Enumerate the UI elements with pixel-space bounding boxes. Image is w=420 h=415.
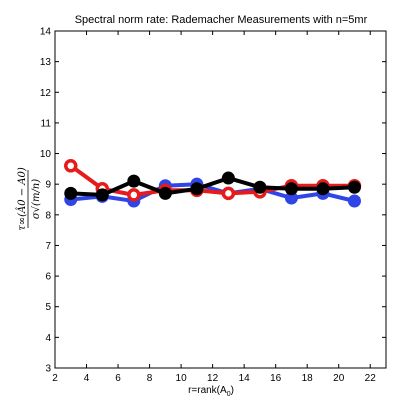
data-point [190,182,204,196]
y-tick-label: 8 [45,210,51,221]
x-tick-label: 6 [115,373,121,384]
y-tick-label: 12 [40,88,52,99]
data-point [158,186,172,200]
x-tick-label: 4 [84,373,90,384]
x-tick-label: 16 [270,373,282,384]
data-point [284,182,298,196]
data-point [347,194,361,208]
svg-text:r=rank(A0): r=rank(A0) [188,385,234,398]
data-point [127,174,141,188]
y-tick-label: 14 [40,27,52,38]
series-line [70,182,355,203]
y-axis-label-denominator: σ√(m/n) [31,179,42,219]
y-tick-label: 9 [45,180,51,191]
chart-title: Spectral norm rate: Rademacher Measureme… [75,14,368,26]
data-point [316,182,330,196]
y-tick-label: 13 [40,57,52,68]
y-axis-label: τ∞(Â0 − A0) σ√(m/n) [16,167,42,231]
x-axis-label-text: r=rank(A [188,385,227,396]
data-point [64,186,78,200]
x-tick-label: 10 [176,373,188,384]
data-point [95,188,109,202]
y-tick-label: 6 [45,272,51,283]
x-axis-label: r=rank(A0) [188,385,234,398]
x-tick-label: 12 [207,373,219,384]
data-point [127,188,141,202]
x-axis-label-close: ) [231,385,234,396]
series-line [69,164,355,197]
y-tick-label: 7 [45,241,51,252]
y-tick-label: 4 [45,333,51,344]
series-line [70,176,355,197]
y-tick-label: 10 [40,149,52,160]
data-point [347,180,361,194]
x-tick-label: 18 [302,373,314,384]
x-tick-label: 8 [147,373,153,384]
data-point [221,186,236,201]
series-3 [64,171,361,202]
x-tick-label: 2 [52,373,58,384]
x-tick-label: 14 [239,373,251,384]
y-tick-label: 5 [45,302,51,313]
y-axis-label-numerator: τ∞(Â0 − A0) [16,167,28,231]
x-axis-label-subscript: 0 [227,391,231,398]
y-tick-label: 11 [41,118,52,129]
plot-frame [54,30,387,369]
data-point [64,159,78,173]
data-point [253,180,267,194]
x-tick-label: 20 [333,373,345,384]
x-tick-label: 22 [365,373,377,384]
y-tick-label: 3 [45,364,51,375]
data-point [221,171,235,185]
